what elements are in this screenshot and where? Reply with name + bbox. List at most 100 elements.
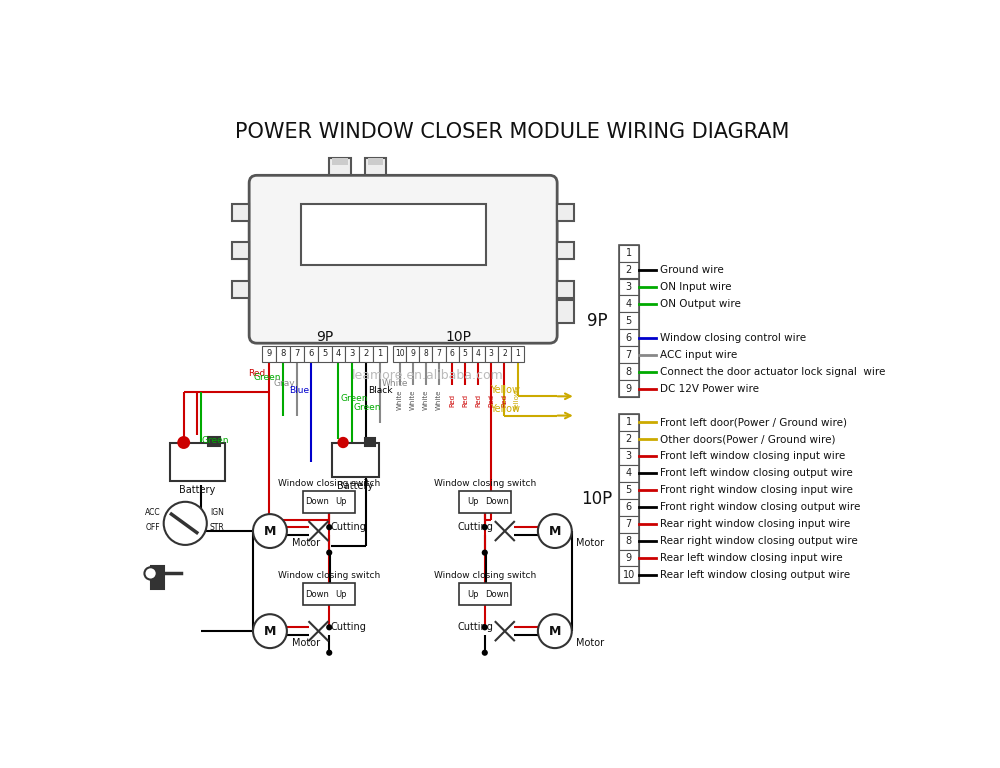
- Text: Green: Green: [354, 403, 381, 412]
- Circle shape: [538, 614, 572, 648]
- Text: 4: 4: [336, 349, 341, 359]
- Text: 3: 3: [626, 282, 632, 292]
- Text: Yellow: Yellow: [490, 405, 520, 415]
- Bar: [406, 346, 419, 362]
- Text: leamore.en.alibaba.com: leamore.en.alibaba.com: [352, 369, 504, 382]
- Text: 8: 8: [626, 536, 632, 546]
- Text: 7: 7: [626, 519, 632, 529]
- Text: M: M: [549, 525, 561, 538]
- Circle shape: [326, 624, 332, 631]
- Bar: [619, 567, 639, 584]
- Text: IGN: IGN: [210, 508, 224, 517]
- Text: Front left window closing input wire: Front left window closing input wire: [660, 452, 845, 462]
- Text: Front right window closing input wire: Front right window closing input wire: [660, 485, 852, 495]
- Text: Rear left window closing input wire: Rear left window closing input wire: [660, 553, 842, 563]
- Circle shape: [253, 514, 287, 548]
- Text: Up: Up: [336, 498, 347, 506]
- Circle shape: [164, 502, 207, 545]
- Text: 6: 6: [450, 349, 454, 359]
- Bar: [619, 414, 639, 431]
- Text: White: White: [397, 390, 403, 410]
- Text: 6: 6: [308, 349, 313, 359]
- Text: Blue: Blue: [289, 386, 309, 396]
- Text: Green: Green: [253, 372, 281, 382]
- Text: 7: 7: [626, 349, 632, 359]
- Bar: [318, 346, 332, 362]
- Text: 9: 9: [267, 349, 272, 359]
- Text: 6: 6: [626, 502, 632, 512]
- Bar: [329, 158, 351, 175]
- Text: 10: 10: [623, 570, 635, 580]
- Text: Gray: Gray: [274, 379, 295, 388]
- Bar: [619, 363, 639, 380]
- Text: 7: 7: [294, 349, 300, 359]
- Bar: [345, 346, 359, 362]
- Text: 4: 4: [626, 468, 632, 478]
- Bar: [359, 346, 373, 362]
- Text: White: White: [423, 390, 429, 410]
- Text: Cutting: Cutting: [330, 522, 366, 532]
- Text: 9: 9: [410, 349, 415, 359]
- Text: White: White: [436, 390, 442, 410]
- Bar: [332, 346, 345, 362]
- Bar: [393, 346, 406, 362]
- Text: OFF: OFF: [146, 524, 161, 532]
- Bar: [619, 296, 639, 313]
- Text: 8: 8: [280, 349, 286, 359]
- Bar: [332, 158, 348, 164]
- Text: 6: 6: [626, 333, 632, 343]
- Text: Up: Up: [467, 498, 478, 506]
- Bar: [619, 279, 639, 296]
- Text: 3: 3: [489, 349, 494, 359]
- Bar: [304, 346, 318, 362]
- Text: M: M: [264, 624, 276, 637]
- Bar: [557, 281, 574, 298]
- Bar: [619, 482, 639, 498]
- Circle shape: [482, 650, 488, 656]
- Text: Up: Up: [467, 590, 478, 599]
- Text: 2: 2: [364, 349, 369, 359]
- Text: 2: 2: [626, 265, 632, 275]
- Text: Window closing switch: Window closing switch: [278, 478, 380, 488]
- Text: Rear right window closing output wire: Rear right window closing output wire: [660, 536, 857, 546]
- Text: Motor: Motor: [292, 637, 320, 647]
- Circle shape: [482, 624, 488, 631]
- Circle shape: [144, 568, 157, 580]
- Circle shape: [326, 650, 332, 656]
- Bar: [619, 498, 639, 515]
- Text: Window closing switch: Window closing switch: [278, 571, 380, 580]
- Bar: [332, 442, 379, 477]
- Text: Cutting: Cutting: [330, 622, 366, 632]
- Bar: [276, 346, 290, 362]
- Text: 10P: 10P: [582, 490, 613, 508]
- Bar: [432, 346, 446, 362]
- Text: Up: Up: [336, 590, 347, 599]
- Text: ACC: ACC: [145, 508, 161, 517]
- Bar: [619, 245, 639, 397]
- Text: Green: Green: [201, 435, 229, 445]
- Text: Connect the door actuator lock signal  wire: Connect the door actuator lock signal wi…: [660, 366, 885, 376]
- Circle shape: [178, 437, 189, 448]
- Circle shape: [338, 438, 348, 447]
- Bar: [303, 584, 355, 605]
- Text: Window closing control wire: Window closing control wire: [660, 333, 806, 343]
- Bar: [472, 346, 485, 362]
- Text: Cutting: Cutting: [457, 622, 493, 632]
- Text: Rear right window closing input wire: Rear right window closing input wire: [660, 519, 850, 529]
- Bar: [368, 158, 383, 164]
- Text: 9: 9: [626, 553, 632, 563]
- Bar: [459, 584, 511, 605]
- Text: Black: Black: [368, 386, 392, 396]
- Text: Red: Red: [501, 394, 507, 407]
- Bar: [151, 566, 164, 589]
- Text: 5: 5: [626, 316, 632, 326]
- Circle shape: [253, 614, 287, 648]
- Text: Yellow: Yellow: [515, 389, 521, 411]
- Text: 9P: 9P: [587, 312, 608, 329]
- Text: Front right window closing output wire: Front right window closing output wire: [660, 502, 860, 512]
- Text: ACC input wire: ACC input wire: [660, 349, 737, 359]
- Bar: [373, 346, 387, 362]
- Text: Red: Red: [475, 394, 481, 407]
- Text: Front left door(Power / Ground wire): Front left door(Power / Ground wire): [660, 418, 847, 428]
- Text: Red: Red: [248, 369, 265, 378]
